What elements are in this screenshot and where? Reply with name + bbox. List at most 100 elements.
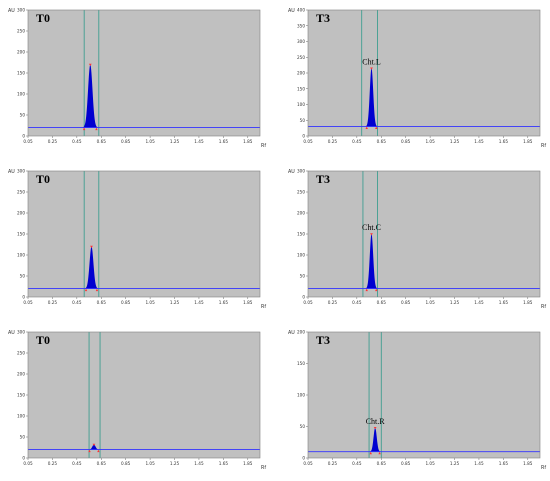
peak-apex-marker [370, 233, 373, 236]
chromatogram-panel-t3-middle: AU 0 50 100 150 200 250 300 0.05 0.25 0.45 0.65 0.85… [284, 165, 546, 315]
chromatogram-peak [368, 427, 382, 452]
x-tick-label: 0.45 [72, 461, 82, 466]
plot-frame [27, 170, 261, 298]
x-unit-label: Rf [261, 143, 266, 149]
y-unit-label: AU [8, 8, 15, 14]
y-tick-label: 300 [17, 169, 25, 174]
plot-background [28, 171, 260, 297]
y-tick-label: 300 [17, 8, 25, 13]
peak-label: Cht.R [366, 417, 386, 426]
x-unit-label: Rf [261, 465, 266, 471]
y-tick-label: 50 [20, 113, 26, 118]
plot-background [28, 10, 260, 136]
x-tick-label: 0.85 [121, 139, 131, 144]
x-tick-label: 1.85 [523, 139, 533, 144]
y-unit-label: AU [288, 169, 295, 175]
peak-boundary-marker [95, 288, 99, 292]
x-tick-label: 0.05 [23, 300, 33, 305]
y-tick-label: 250 [17, 351, 25, 356]
chromatogram-panel-t0-top: AU 0 50 100 150 200 250 300 0.05 0.25 0.45 0.65 0.85… [4, 4, 266, 154]
y-tick-label: 300 [297, 169, 305, 174]
y-tick-label: 100 [17, 253, 25, 258]
x-tick-label: 1.05 [145, 139, 155, 144]
chromatogram-panel-t3-top: AU 0 50 100 150 200 250 300 350 400 0.05 0.25 0.45 0.… [284, 4, 546, 154]
x-tick-label: 1.05 [145, 300, 155, 305]
y-tick-label: 300 [17, 330, 25, 335]
x-tick-label: 0.45 [72, 300, 82, 305]
x-tick-label: 1.25 [170, 461, 180, 466]
chromatogram-panel-t0-bottom: AU 0 50 100 150 200 250 300 0.05 0.25 0.45 0.65 0.85… [4, 326, 266, 476]
x-tick-label: 1.65 [219, 300, 229, 305]
chart-svg: AU 0 50 100 150 200 250 300 0.05 0.25 0.45 0.65 0.85… [288, 169, 546, 311]
x-tick-label: 1.05 [145, 461, 155, 466]
y-unit-label: AU [8, 330, 15, 336]
y-tick-label: 200 [17, 50, 25, 55]
peak-boundary-marker [82, 127, 86, 131]
y-tick-label: 100 [17, 414, 25, 419]
y-tick-label: 150 [297, 232, 305, 237]
y-tick-label: 150 [297, 86, 305, 91]
x-tick-label: 0.25 [48, 139, 58, 144]
x-unit-label: Rf [541, 304, 546, 310]
x-unit-label: Rf [541, 143, 546, 149]
x-tick-label: 0.25 [328, 461, 338, 466]
panel-title: T0 [36, 172, 50, 186]
y-unit-label: AU [8, 169, 15, 175]
y-tick-label: 250 [17, 29, 25, 34]
y-tick-label: 50 [20, 435, 26, 440]
x-tick-label: 1.45 [474, 300, 484, 305]
y-tick-label: 200 [17, 211, 25, 216]
chromatogram-panel-t3-bottom: AU 0 50 100 150 200 0.05 0.25 0.45 0.65 0.85 1.05 1.… [284, 326, 546, 476]
x-tick-label: 1.05 [425, 139, 435, 144]
chromatogram-peak [81, 64, 100, 128]
plot-background [28, 332, 260, 458]
y-tick-label: 50 [300, 118, 306, 123]
x-tick-label: 1.85 [243, 300, 253, 305]
x-tick-label: 0.45 [352, 461, 362, 466]
plot-frame [307, 331, 541, 459]
y-unit-label: AU [288, 330, 295, 336]
panel-title: T0 [36, 333, 50, 347]
peak-apex-marker [88, 63, 92, 66]
x-tick-label: 0.45 [72, 139, 82, 144]
x-tick-label: 1.65 [499, 139, 509, 144]
y-tick-label: 250 [297, 190, 305, 195]
y-tick-label: 250 [17, 190, 25, 195]
x-tick-label: 1.65 [219, 139, 229, 144]
y-tick-label: 50 [300, 424, 306, 429]
peak-label: Cht.L [362, 57, 381, 66]
plot-background [308, 332, 540, 458]
x-tick-label: 1.85 [243, 461, 253, 466]
peak-boundary-marker [365, 288, 368, 292]
y-tick-label: 100 [17, 92, 25, 97]
chart-svg: AU 0 50 100 150 200 250 300 0.05 0.25 0.45 0.65 0.85… [8, 8, 266, 150]
x-tick-label: 1.05 [425, 300, 435, 305]
y-tick-label: 150 [297, 361, 305, 366]
x-tick-label: 0.65 [377, 139, 387, 144]
x-tick-label: 1.25 [170, 300, 180, 305]
panel-title: T0 [36, 11, 50, 25]
plot-frame [307, 170, 541, 298]
chart-svg: AU 0 50 100 150 200 250 300 0.05 0.25 0.45 0.65 0.85… [8, 330, 266, 472]
x-tick-label: 0.05 [303, 461, 313, 466]
x-tick-label: 0.25 [48, 300, 58, 305]
y-tick-label: 150 [17, 71, 25, 76]
x-tick-label: 0.45 [352, 139, 362, 144]
x-unit-label: Rf [541, 465, 546, 471]
y-tick-label: 200 [297, 211, 305, 216]
y-tick-label: 400 [297, 8, 305, 13]
x-tick-label: 0.85 [401, 139, 411, 144]
peak-apex-marker [370, 67, 373, 70]
x-tick-label: 1.85 [523, 300, 533, 305]
x-tick-label: 1.45 [194, 461, 204, 466]
y-tick-label: 0 [22, 295, 25, 300]
x-tick-label: 1.65 [499, 461, 509, 466]
peak-label: Cht.C [362, 223, 381, 232]
plot-background [308, 171, 540, 297]
chromatogram-panel-t0-middle: AU 0 50 100 150 200 250 300 0.05 0.25 0.45 0.65 0.85… [4, 165, 266, 315]
panel-title: T3 [316, 11, 330, 25]
plot-frame [27, 9, 261, 137]
y-tick-label: 300 [297, 39, 305, 44]
x-tick-label: 1.65 [499, 300, 509, 305]
panel-title: T3 [316, 172, 330, 186]
